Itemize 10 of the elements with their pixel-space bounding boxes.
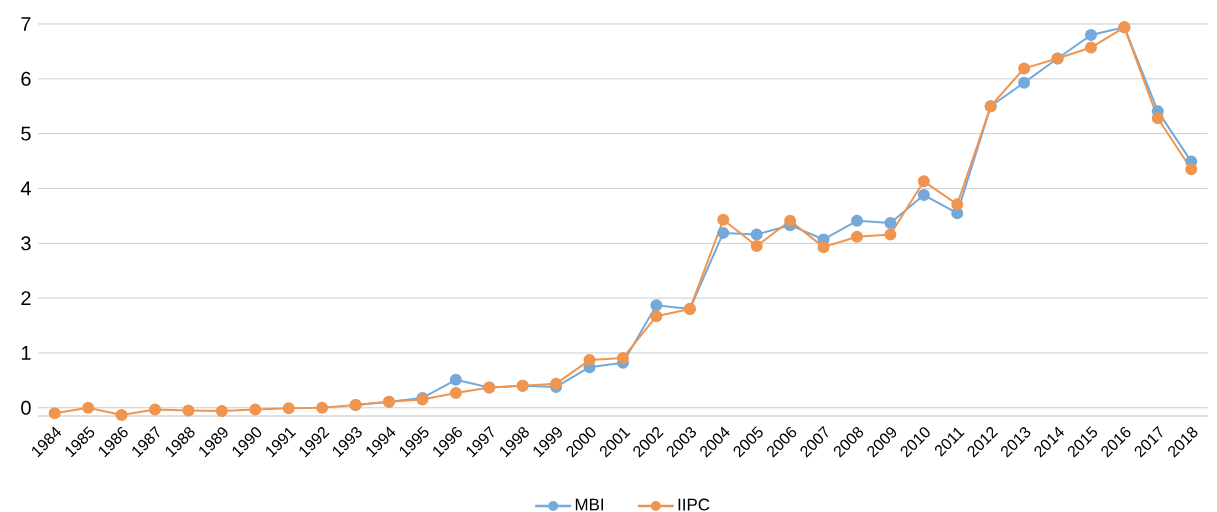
legend-label: MBI — [575, 498, 604, 511]
y-tick-label: 5 — [21, 126, 31, 141]
y-tick-label: 0 — [21, 400, 31, 415]
y-tick-label: 7 — [21, 17, 31, 31]
y-tick-label: 2 — [21, 291, 31, 306]
y-tick-label: 1 — [21, 346, 31, 360]
y-tick-label: 3 — [21, 236, 31, 251]
y-tick-label: 6 — [21, 71, 31, 86]
legend-label: IIPC — [678, 498, 710, 511]
y-tick-label: 4 — [20, 181, 31, 196]
